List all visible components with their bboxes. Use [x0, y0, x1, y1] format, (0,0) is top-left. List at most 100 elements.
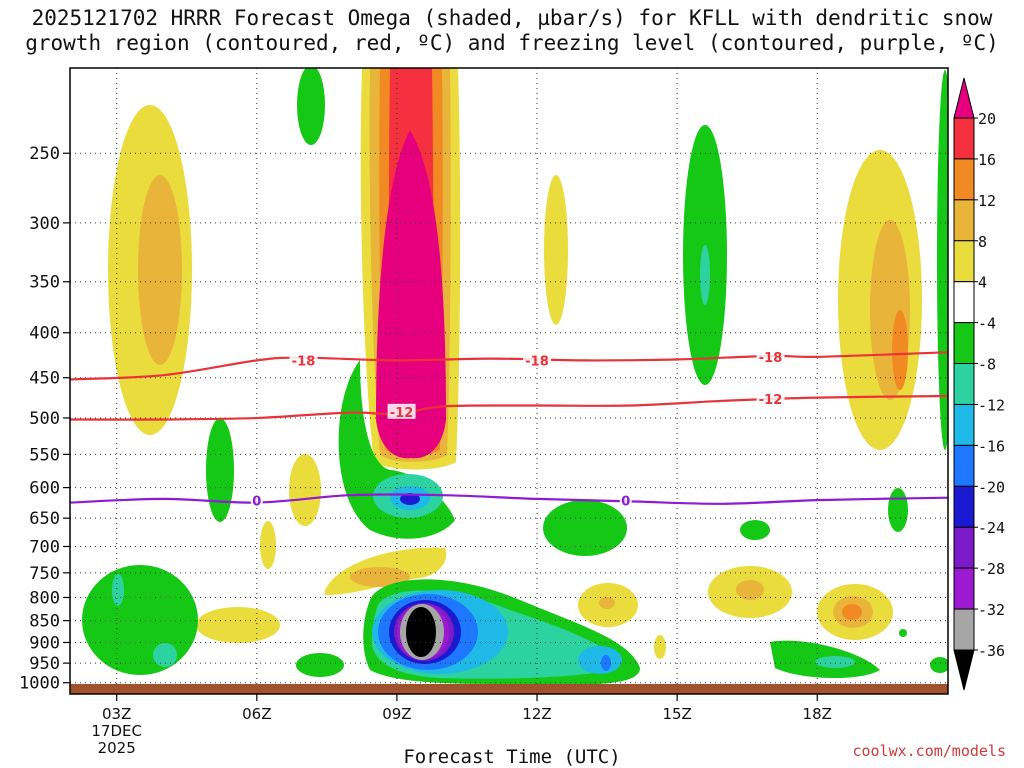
colorbar-label-7: -12 [978, 396, 1005, 414]
colorbar-label-12: -32 [978, 601, 1005, 619]
colorbar-label-13: -36 [978, 642, 1005, 660]
omega-06z-yellow [260, 521, 276, 569]
y-tick-label-950: 950 [29, 654, 60, 674]
omega-right-edge-green [937, 70, 948, 450]
plot-frame [69, 67, 949, 695]
x-tick-label-18Z: 18Z [803, 705, 832, 723]
y-tick-label-700: 700 [29, 537, 60, 557]
omega-0330z-teal [153, 643, 177, 667]
plot-area [70, 68, 948, 694]
x-axis-title: Forecast Time (UTC) [403, 746, 621, 768]
colorbar-swatch-5 [953, 322, 975, 365]
omega-0630z-yellow [289, 454, 321, 526]
y-tick-label-900: 900 [29, 633, 60, 653]
x-tick-label-09Z: 09Z [382, 705, 411, 723]
y-tick-label-1000: 1000 [19, 674, 60, 694]
omega-07z-green [297, 68, 325, 145]
omega-1230z-gold [599, 597, 615, 609]
omega-0830z-gold [350, 567, 410, 587]
y-tick-label-550: 550 [29, 445, 60, 465]
omega-03z-lower-green [82, 565, 198, 675]
colorbar-swatch-0 [953, 117, 975, 160]
contour-label-6: 0 [621, 495, 630, 510]
contour-label-bg-2 [756, 348, 785, 364]
omega-1545z-gold [736, 580, 764, 600]
contour-label-0: -18 [292, 354, 316, 369]
omega-19z-green [888, 488, 908, 532]
colorbar-bottom-arrow [953, 649, 975, 691]
colorbar-swatch-7 [953, 403, 975, 446]
colorbar-label-6: -8 [978, 356, 996, 374]
omega-1330z-yellow [654, 635, 666, 659]
colorbar-label-2: 12 [978, 192, 996, 210]
colorbar-label-11: -28 [978, 560, 1005, 578]
colorbar-label-1: 16 [978, 151, 996, 169]
omega-1230z-green [543, 500, 627, 556]
contour-label-bg-5 [250, 492, 263, 508]
contour-label-5: 0 [252, 495, 261, 510]
x-date-label-1: 2025 [98, 739, 136, 757]
omega-1830z-green-dot [899, 629, 907, 637]
colorbar-label-9: -20 [978, 478, 1005, 496]
omega-18z-lower-orange [842, 604, 862, 620]
colorbar-label-10: -24 [978, 519, 1005, 537]
colorbar-label-8: -16 [978, 437, 1005, 455]
omega-12z-yellow [544, 175, 568, 325]
colorbar-swatch-11 [953, 567, 975, 610]
y-tick-label-350: 350 [29, 273, 60, 293]
omega-0530z-yellow [196, 607, 280, 643]
contour-label-4: -12 [759, 393, 783, 408]
omega-right-low-green [930, 657, 948, 673]
y-tick-label-300: 300 [29, 214, 60, 234]
omega-05z-green [206, 418, 234, 522]
y-tick-label-600: 600 [29, 479, 60, 499]
omega-07z-lower-green [296, 653, 344, 677]
x-tick-label-06Z: 06Z [242, 705, 271, 723]
chart-title-line-2: growth region (contoured, red, ºC) and f… [25, 31, 999, 55]
omega-03z-lower-teal [112, 574, 124, 606]
colorbar-swatch-4 [953, 281, 975, 324]
y-tick-label-850: 850 [29, 612, 60, 632]
contour-label-bg-1 [523, 352, 552, 368]
colorbar-label-5: -4 [978, 315, 996, 333]
contour-line-2 [70, 493, 948, 505]
colorbar-label-3: 8 [978, 233, 987, 251]
colorbar-label-0: 20 [978, 110, 996, 128]
contour-label-bg-0 [289, 352, 318, 368]
y-tick-label-500: 500 [29, 409, 60, 429]
omega-09z-black [406, 607, 436, 657]
colorbar-label-4: 4 [978, 274, 987, 292]
x-tick-label-15Z: 15Z [662, 705, 691, 723]
x-date-label-0: 17DEC [91, 722, 142, 740]
colorbar-swatch-9 [953, 485, 975, 528]
contour-line-0 [70, 351, 948, 381]
colorbar-swatch-3 [953, 240, 975, 283]
omega-03z-gold [138, 175, 182, 365]
ground-surface-bar [70, 684, 948, 694]
contour-label-bg-4 [756, 391, 785, 407]
colorbar-swatch-2 [953, 199, 975, 242]
colorbar-swatch-6 [953, 363, 975, 405]
omega-1545z-green [740, 520, 770, 540]
omega-18z-orange [892, 310, 908, 390]
contour-label-bg-3 [387, 403, 416, 419]
colorbar-swatch-8 [953, 444, 975, 487]
omega-08z-blue [400, 493, 420, 505]
y-tick-label-400: 400 [29, 324, 60, 344]
y-tick-label-650: 650 [29, 509, 60, 529]
omega-1730z-cyan [815, 656, 855, 668]
chart-title-line-1: 2025121702 HRRR Forecast Omega (shaded, … [31, 6, 993, 30]
y-tick-label-450: 450 [29, 369, 60, 389]
colorbar-swatch-1 [953, 158, 975, 201]
y-tick-label-800: 800 [29, 588, 60, 608]
omega-1230z-cyan [578, 646, 622, 674]
x-tick-label-12Z: 12Z [522, 705, 551, 723]
x-tick-label-03Z: 03Z [102, 705, 131, 723]
y-tick-label-250: 250 [29, 144, 60, 164]
site-credit[interactable]: coolwx.com/models [852, 742, 1006, 760]
contour-label-2: -18 [759, 351, 783, 366]
contour-label-3: -12 [390, 406, 414, 421]
omega-15z-teal [700, 245, 710, 305]
chart-title: 2025121702 HRRR Forecast Omega (shaded, … [0, 6, 1024, 56]
